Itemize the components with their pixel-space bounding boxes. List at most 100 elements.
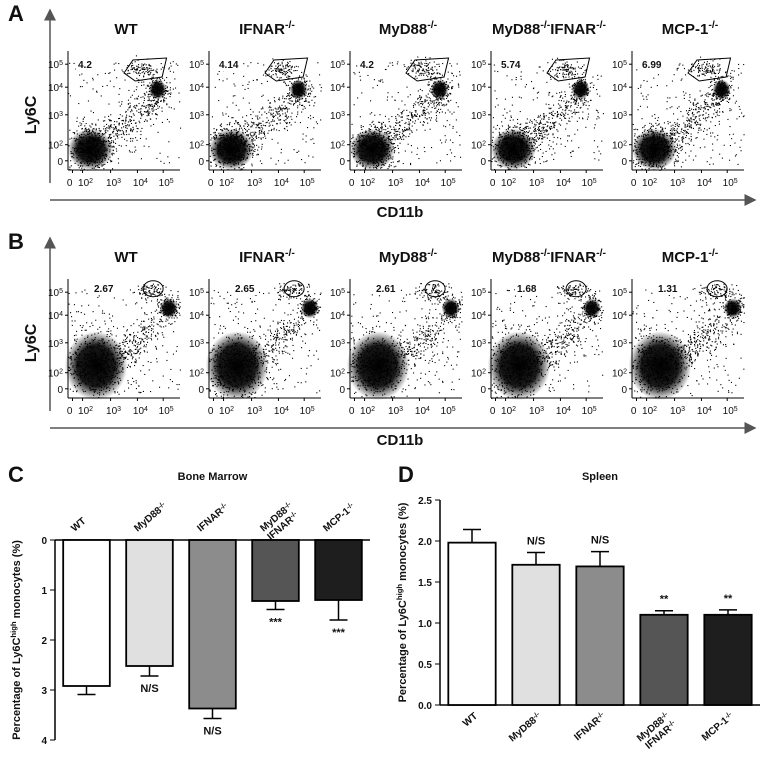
event-dot — [283, 108, 285, 110]
event-dot — [416, 115, 418, 117]
event-dot — [501, 156, 503, 158]
event-dot — [138, 64, 140, 66]
event-dot — [388, 165, 390, 167]
event-dot — [376, 161, 378, 163]
event-dot — [108, 72, 110, 74]
event-dot — [574, 93, 576, 95]
event-dot — [240, 139, 242, 141]
event-dot — [548, 144, 550, 146]
event-dot — [384, 68, 386, 70]
event-dot — [86, 149, 88, 151]
event-dot — [233, 154, 235, 156]
label: 102 — [219, 178, 234, 190]
event-dot — [419, 95, 421, 97]
event-dot — [115, 148, 117, 150]
event-dot — [221, 135, 223, 137]
event-dot — [129, 105, 131, 107]
event-dot — [577, 89, 579, 91]
event-dot — [372, 162, 374, 164]
event-dot — [164, 94, 166, 96]
event-dot — [155, 70, 157, 72]
event-dot — [132, 129, 134, 131]
event-dot — [278, 98, 280, 100]
event-dot — [397, 145, 399, 147]
event-dot — [583, 64, 585, 66]
event-dot — [89, 137, 91, 139]
event-dot — [287, 102, 289, 104]
event-dot — [513, 148, 515, 150]
event-dot — [373, 79, 375, 81]
event-dot — [387, 148, 389, 150]
event-dot — [428, 113, 430, 115]
event-dot — [438, 108, 440, 110]
event-dot — [300, 86, 302, 88]
event-dot — [218, 157, 220, 159]
event-dot — [566, 73, 568, 75]
event-dot — [416, 77, 418, 79]
event-dot — [385, 146, 387, 148]
event-dot — [163, 97, 165, 99]
event-dot — [552, 133, 554, 135]
event-dot — [549, 148, 551, 150]
event-dot — [289, 89, 291, 91]
event-dot — [547, 121, 549, 123]
event-dot — [173, 71, 175, 73]
event-dot — [85, 123, 87, 125]
event-dot — [239, 152, 241, 154]
event-dot — [371, 143, 373, 145]
event-dot — [229, 123, 231, 125]
event-dot — [227, 151, 229, 153]
event-dot — [295, 84, 297, 86]
event-dot — [291, 78, 293, 80]
event-dot — [422, 104, 424, 106]
event-dot — [76, 150, 78, 152]
event-dot — [505, 142, 507, 144]
event-dot — [533, 150, 535, 152]
event-dot — [305, 94, 307, 96]
event-dot — [147, 84, 149, 86]
event-dot — [566, 105, 568, 107]
event-dot — [527, 138, 529, 140]
event-dot — [253, 133, 255, 135]
event-dot — [263, 132, 265, 134]
event-dot — [236, 135, 238, 137]
event-dot — [138, 111, 140, 113]
event-dot — [107, 130, 109, 132]
event-dot — [440, 84, 442, 86]
event-dot — [151, 106, 153, 108]
event-dot — [573, 82, 575, 84]
event-dot — [85, 153, 87, 155]
event-dot — [518, 155, 520, 157]
event-dot — [81, 150, 83, 152]
event-dot — [525, 143, 527, 145]
event-dot — [512, 142, 514, 144]
event-dot — [90, 153, 92, 155]
event-dot — [373, 123, 375, 125]
event-dot — [129, 120, 131, 122]
event-dot — [136, 77, 138, 79]
label: 105 — [330, 60, 345, 72]
event-dot — [570, 94, 572, 96]
event-dot — [451, 65, 453, 67]
event-dot — [231, 129, 233, 131]
event-dot — [443, 105, 445, 107]
event-dot — [415, 72, 417, 74]
event-dot — [270, 109, 272, 111]
event-dot — [263, 132, 265, 134]
event-dot — [446, 87, 448, 89]
event-dot — [393, 152, 395, 154]
event-dot — [144, 93, 146, 95]
event-dot — [296, 70, 298, 72]
event-dot — [90, 150, 92, 152]
event-dot — [496, 153, 498, 155]
event-dot — [220, 126, 222, 128]
event-dot — [90, 147, 92, 149]
event-dot — [361, 143, 363, 145]
event-dot — [291, 118, 293, 120]
event-dot — [373, 132, 375, 134]
event-dot — [126, 140, 128, 142]
event-dot — [173, 108, 175, 110]
event-dot — [163, 100, 165, 102]
event-dot — [133, 68, 135, 70]
event-dot — [223, 145, 225, 147]
